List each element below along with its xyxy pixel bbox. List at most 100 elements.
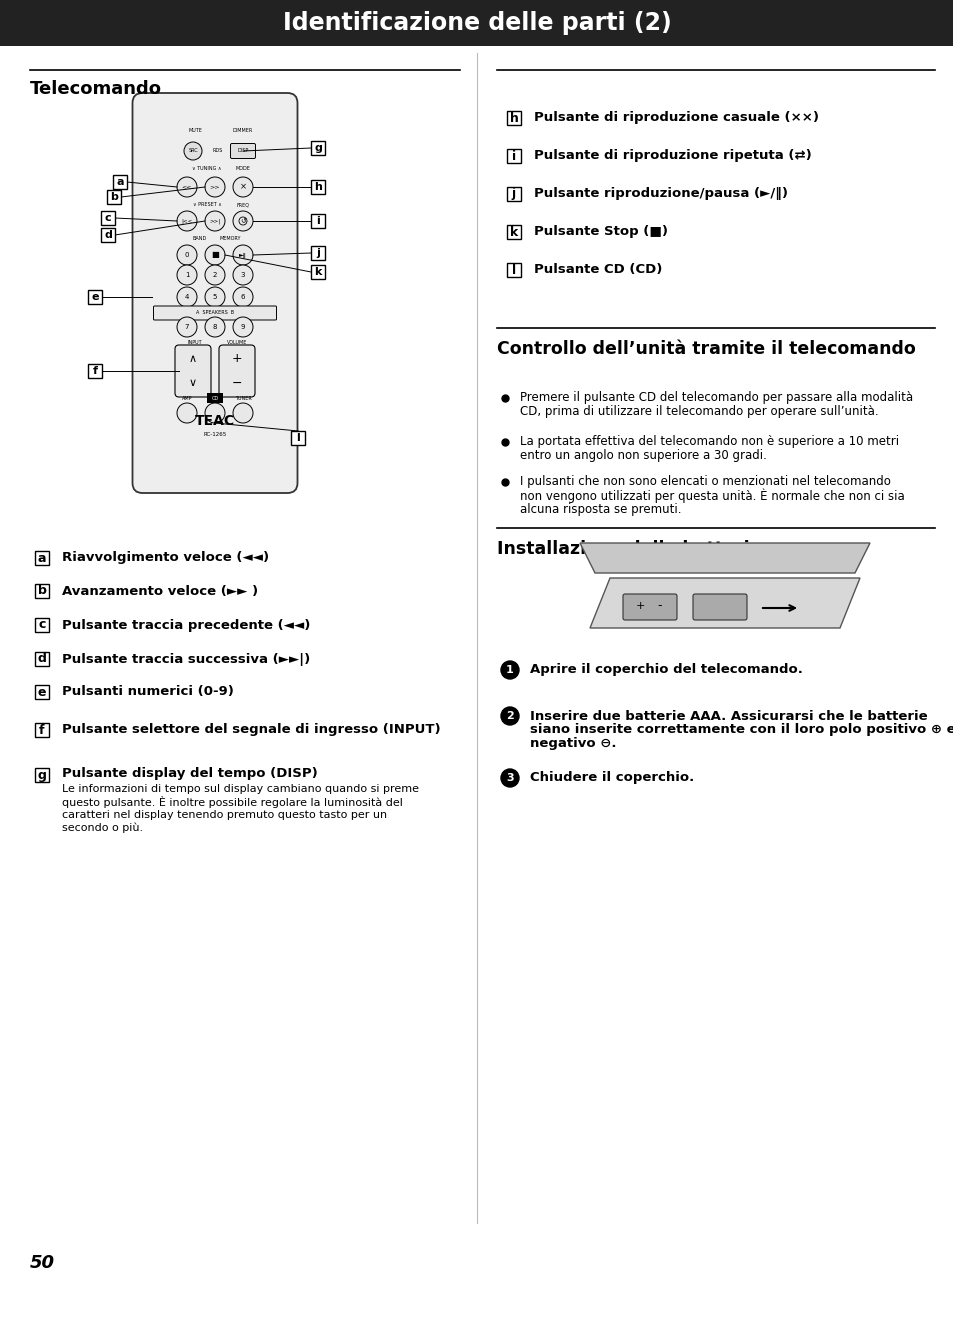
Text: questo pulsante. È inoltre possibile regolare la luminosità del: questo pulsante. È inoltre possibile reg… bbox=[62, 796, 402, 808]
Text: +: + bbox=[635, 601, 644, 612]
FancyBboxPatch shape bbox=[88, 364, 102, 378]
Polygon shape bbox=[589, 579, 859, 627]
Circle shape bbox=[205, 265, 225, 285]
Text: f: f bbox=[39, 724, 45, 737]
Text: Controllo dell’unità tramite il telecomando: Controllo dell’unità tramite il telecoma… bbox=[497, 340, 915, 358]
Text: BAND: BAND bbox=[193, 236, 207, 240]
FancyBboxPatch shape bbox=[101, 211, 115, 225]
Text: 6: 6 bbox=[240, 294, 245, 301]
FancyBboxPatch shape bbox=[692, 594, 746, 619]
Text: 5: 5 bbox=[213, 294, 217, 301]
Text: l: l bbox=[512, 264, 516, 277]
Text: Avanzamento veloce (►► ): Avanzamento veloce (►► ) bbox=[62, 584, 258, 597]
Text: MEMORY: MEMORY bbox=[219, 236, 240, 240]
Circle shape bbox=[500, 662, 518, 679]
Text: 3: 3 bbox=[240, 272, 245, 278]
FancyBboxPatch shape bbox=[101, 228, 115, 243]
Circle shape bbox=[205, 211, 225, 231]
Text: Premere il pulsante CD del telecomando per passare alla modalità: Premere il pulsante CD del telecomando p… bbox=[519, 391, 912, 405]
Text: l: l bbox=[295, 434, 299, 443]
Text: k: k bbox=[314, 268, 321, 277]
Text: MODE: MODE bbox=[235, 166, 251, 171]
FancyBboxPatch shape bbox=[231, 144, 255, 158]
Text: 8: 8 bbox=[213, 324, 217, 330]
Text: −: − bbox=[232, 377, 242, 390]
Circle shape bbox=[177, 287, 196, 307]
FancyBboxPatch shape bbox=[153, 306, 276, 320]
Text: i: i bbox=[512, 149, 516, 162]
Text: i: i bbox=[315, 216, 319, 225]
Text: Pulsanti numerici (0-9): Pulsanti numerici (0-9) bbox=[62, 685, 233, 699]
FancyBboxPatch shape bbox=[291, 431, 305, 445]
Text: Telecomando: Telecomando bbox=[30, 80, 162, 98]
Circle shape bbox=[500, 768, 518, 787]
Text: A  SPEAKERS  B: A SPEAKERS B bbox=[195, 311, 233, 315]
Circle shape bbox=[205, 318, 225, 337]
Text: 1: 1 bbox=[506, 666, 514, 675]
Text: Pulsante Stop (■): Pulsante Stop (■) bbox=[534, 225, 667, 239]
Text: d: d bbox=[104, 231, 112, 240]
FancyBboxPatch shape bbox=[35, 652, 49, 666]
Text: 7: 7 bbox=[185, 324, 189, 330]
Text: 9: 9 bbox=[240, 324, 245, 330]
Circle shape bbox=[233, 177, 253, 196]
Text: ■: ■ bbox=[211, 250, 218, 260]
FancyBboxPatch shape bbox=[35, 618, 49, 633]
Text: h: h bbox=[314, 182, 321, 192]
Text: 4: 4 bbox=[185, 294, 189, 301]
Circle shape bbox=[233, 318, 253, 337]
Text: 0: 0 bbox=[185, 252, 189, 258]
Text: k: k bbox=[509, 225, 517, 239]
Text: e: e bbox=[38, 685, 46, 699]
Text: 50: 50 bbox=[30, 1253, 55, 1272]
Text: La portata effettiva del telecomando non è superiore a 10 metri: La portata effettiva del telecomando non… bbox=[519, 435, 898, 448]
Text: j: j bbox=[315, 248, 319, 258]
FancyBboxPatch shape bbox=[0, 0, 953, 46]
Text: g: g bbox=[37, 768, 47, 782]
Text: RC-1265: RC-1265 bbox=[203, 432, 227, 438]
Text: Pulsante display del tempo (DISP): Pulsante display del tempo (DISP) bbox=[62, 767, 317, 780]
Text: 1: 1 bbox=[185, 272, 189, 278]
Text: >>: >> bbox=[210, 185, 220, 190]
Circle shape bbox=[177, 403, 196, 423]
Text: Pulsante di riproduzione ripetuta (⇄): Pulsante di riproduzione ripetuta (⇄) bbox=[534, 149, 811, 162]
Text: DIMMER: DIMMER bbox=[233, 128, 253, 133]
FancyBboxPatch shape bbox=[35, 584, 49, 598]
Text: siano inserite correttamente con il loro polo positivo ⊕ e: siano inserite correttamente con il loro… bbox=[530, 724, 953, 735]
Circle shape bbox=[205, 177, 225, 196]
Text: c: c bbox=[105, 214, 112, 223]
Text: d: d bbox=[37, 652, 47, 666]
Text: Le informazioni di tempo sul display cambiano quando si preme: Le informazioni di tempo sul display cam… bbox=[62, 784, 418, 793]
Text: j: j bbox=[512, 187, 516, 200]
Text: ×: × bbox=[239, 182, 246, 191]
FancyBboxPatch shape bbox=[207, 393, 223, 403]
FancyBboxPatch shape bbox=[311, 181, 325, 194]
Circle shape bbox=[177, 318, 196, 337]
FancyBboxPatch shape bbox=[311, 141, 325, 156]
FancyBboxPatch shape bbox=[311, 246, 325, 260]
Text: caratteri nel display tenendo premuto questo tasto per un: caratteri nel display tenendo premuto qu… bbox=[62, 811, 387, 820]
Polygon shape bbox=[579, 543, 869, 573]
Text: f: f bbox=[92, 366, 97, 376]
Circle shape bbox=[205, 287, 225, 307]
Text: non vengono utilizzati per questa unità. È normale che non ci sia: non vengono utilizzati per questa unità.… bbox=[519, 488, 903, 502]
Text: Pulsante di riproduzione casuale (××): Pulsante di riproduzione casuale (××) bbox=[534, 112, 818, 124]
Circle shape bbox=[233, 245, 253, 265]
FancyBboxPatch shape bbox=[88, 290, 102, 304]
Text: Installazione delle batterie: Installazione delle batterie bbox=[497, 540, 760, 558]
FancyBboxPatch shape bbox=[35, 768, 49, 782]
FancyBboxPatch shape bbox=[112, 175, 127, 188]
Text: MUTE: MUTE bbox=[188, 128, 202, 133]
Text: negativo ⊖.: negativo ⊖. bbox=[530, 737, 616, 750]
Text: c: c bbox=[38, 618, 46, 631]
Text: |<<: |<< bbox=[181, 219, 193, 224]
Circle shape bbox=[233, 265, 253, 285]
Text: TUNER: TUNER bbox=[234, 395, 251, 401]
Text: ∨ PRESET ∧: ∨ PRESET ∧ bbox=[193, 203, 221, 207]
FancyBboxPatch shape bbox=[311, 265, 325, 279]
Text: VOLUME: VOLUME bbox=[227, 340, 247, 345]
Circle shape bbox=[233, 287, 253, 307]
Text: a: a bbox=[116, 177, 124, 187]
Text: Pulsante riproduzione/pausa (►/‖): Pulsante riproduzione/pausa (►/‖) bbox=[534, 187, 787, 200]
Text: -: - bbox=[657, 600, 661, 613]
